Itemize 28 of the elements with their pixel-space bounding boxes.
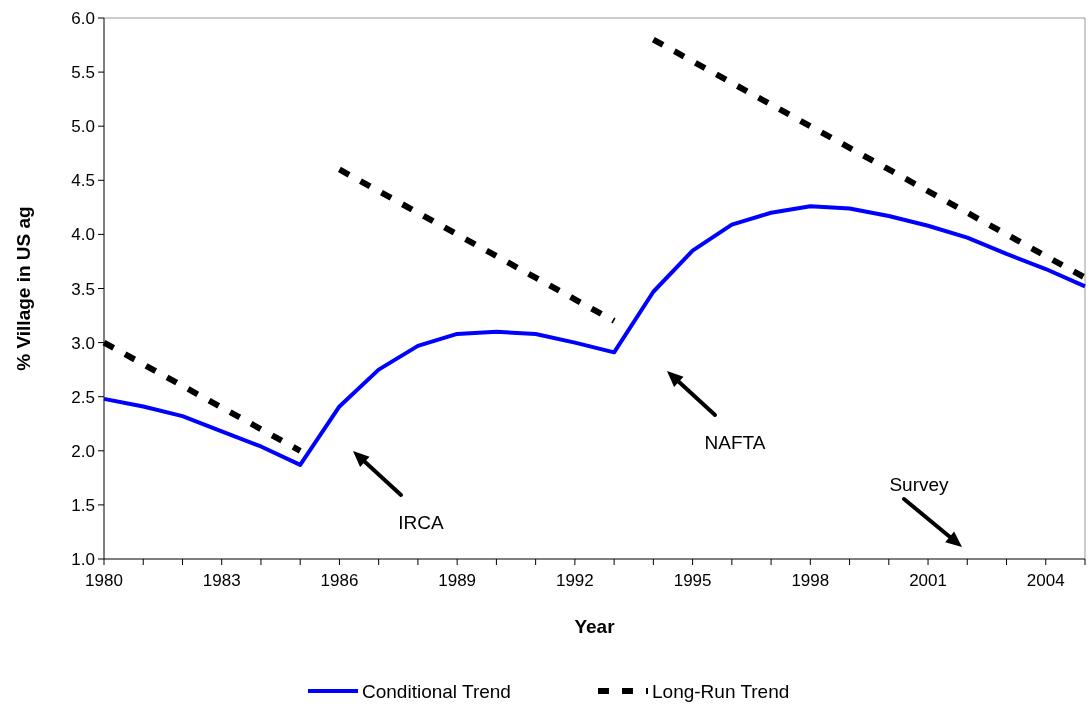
y-tick-label: 2.0 (71, 441, 95, 461)
y-tick-label: 4.5 (71, 171, 95, 191)
y-axis-title: % Village in US ag (13, 206, 34, 371)
y-tick-label: 2.5 (71, 387, 95, 407)
x-tick-label: 1989 (438, 571, 477, 590)
x-tick-label: 1992 (555, 571, 594, 590)
y-tick-label: 5.5 (71, 63, 95, 83)
legend-label: Long-Run Trend (652, 681, 790, 702)
x-tick-label: 1986 (320, 571, 359, 590)
x-tick-label: 2001 (909, 571, 947, 590)
x-tick-label: 1995 (673, 571, 712, 590)
annotation: NAFTA (704, 432, 766, 453)
x-axis-title: Year (574, 616, 616, 637)
y-tick-label: 3.0 (71, 333, 95, 353)
y-tick-label: 1.5 (71, 495, 95, 515)
annotation: IRCA (398, 512, 445, 533)
y-tick-label: 6.0 (71, 9, 95, 28)
annotation: Survey (889, 474, 950, 495)
y-tick-label: 5.0 (71, 117, 95, 137)
y-tick-label: 1.0 (71, 550, 95, 569)
y-tick-label: 3.5 (71, 279, 95, 299)
x-tick-label: 1983 (202, 571, 241, 590)
y-tick-label: 4.0 (71, 225, 95, 245)
x-tick-label: 1998 (791, 571, 830, 590)
legend-label: Conditional Trend (362, 681, 511, 702)
x-tick-label: 1980 (85, 571, 123, 590)
x-tick-label: 2004 (1026, 571, 1065, 590)
line-series (102, 204, 1087, 467)
